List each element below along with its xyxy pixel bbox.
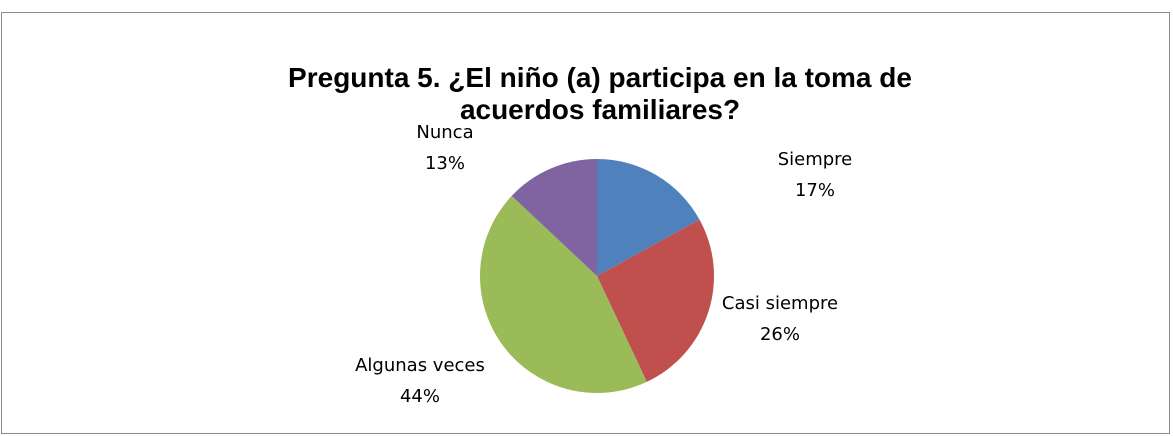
pie-slice (511, 159, 597, 276)
slice-label: Siempre (778, 149, 853, 170)
pie-slice (480, 195, 647, 394)
value-label: 44% (400, 386, 440, 407)
pie-slice (597, 219, 715, 382)
chart-frame (1, 12, 1170, 434)
slice-label: Nunca (416, 122, 473, 143)
chart-title: Pregunta 5. ¿El niño (a) participa en la… (288, 62, 912, 125)
slice-label: Casi siempre (722, 293, 838, 314)
slice-label: Algunas veces (355, 355, 485, 376)
value-label: 26% (760, 324, 800, 345)
pie-slice (597, 159, 700, 276)
value-label: 13% (425, 153, 465, 174)
value-label: 17% (795, 180, 835, 201)
